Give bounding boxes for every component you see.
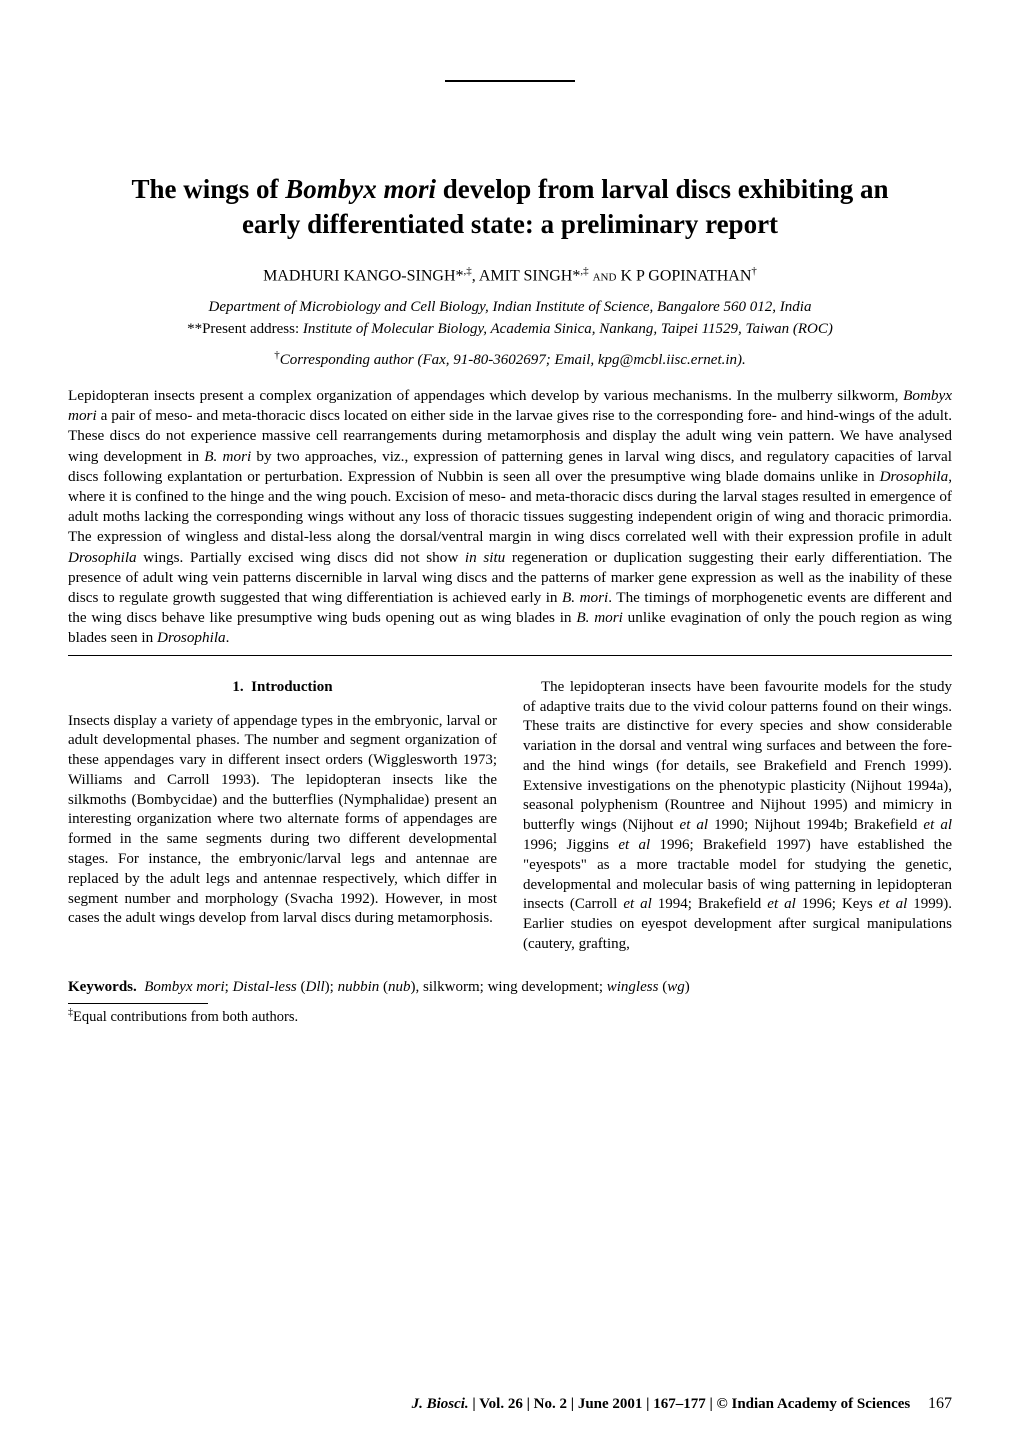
present-address-text: *Present address: Institute of Molecular… <box>195 321 833 337</box>
footnote: ‡Equal contributions from both authors. <box>68 1006 952 1027</box>
corresponding-author: †Corresponding author (Fax, 91-80-360269… <box>68 348 952 370</box>
top-rule <box>445 80 575 82</box>
copyright: © Indian Academy of Sciences <box>717 1396 911 1412</box>
section-title: Introduction <box>251 679 332 695</box>
corresponding-text: Corresponding author (Fax, 91-80-3602697… <box>280 352 746 368</box>
page-footer: J. Biosci. | Vol. 26 | No. 2 | June 2001… <box>412 1393 952 1415</box>
authors-line: MADHURI KANGO-SINGH*,‡, AMIT SINGH*,‡ an… <box>68 264 952 287</box>
paper-title: The wings of Bombyx mori develop from la… <box>108 172 912 242</box>
issue: No. 2 <box>534 1396 567 1412</box>
issue-date: June 2001 <box>578 1396 643 1412</box>
abstract: Lepidopteran insects present a complex o… <box>68 386 952 649</box>
body-columns: 1. Introduction Insects display a variet… <box>68 678 952 955</box>
present-address: **Present address: Institute of Molecula… <box>68 319 952 339</box>
affiliation: Department of Microbiology and Cell Biol… <box>68 297 952 317</box>
abstract-rule <box>68 655 952 656</box>
section-heading: 1. Introduction <box>68 678 497 698</box>
page-range: 167–177 <box>653 1396 706 1412</box>
volume: Vol. 26 <box>479 1396 523 1412</box>
page-number: 167 <box>928 1395 952 1412</box>
intro-paragraph-2: The lepidopteran insects have been favou… <box>523 678 952 955</box>
keywords-label: Keywords. <box>68 979 137 995</box>
footnote-text: Equal contributions from both authors. <box>73 1009 298 1025</box>
present-address-label: * <box>187 321 195 337</box>
intro-paragraph-1: Insects display a variety of appendage t… <box>68 712 497 930</box>
footnote-rule <box>68 1003 208 1004</box>
section-number: 1. <box>232 679 243 695</box>
journal-name: J. Biosci. <box>412 1396 469 1412</box>
keywords-text: Bombyx mori; Distal-less (Dll); nubbin (… <box>137 979 690 995</box>
keywords-line: Keywords. Bombyx mori; Distal-less (Dll)… <box>68 977 952 997</box>
